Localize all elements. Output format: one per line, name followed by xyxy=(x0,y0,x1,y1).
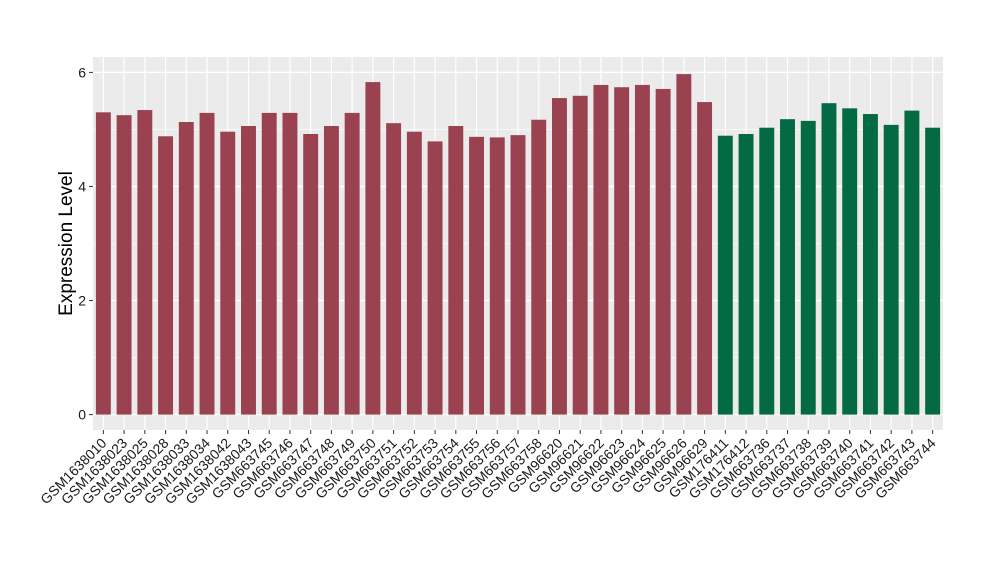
y-tick-label: 0 xyxy=(78,407,86,423)
y-tick-label: 6 xyxy=(78,64,86,80)
y-axis-title: Expression Level xyxy=(56,171,77,316)
bar-GSM96621 xyxy=(572,95,588,415)
bar-GSM663751 xyxy=(386,123,402,415)
y-axis: 0 2 4 6 xyxy=(78,64,93,423)
bar-GSM1638028 xyxy=(158,136,174,415)
bar-GSM96624 xyxy=(634,84,650,415)
bar-GSM663748 xyxy=(323,126,339,415)
y-tick-label: 4 xyxy=(78,178,86,194)
bar-GSM663740 xyxy=(842,108,858,415)
y-tick-label: 2 xyxy=(78,293,86,309)
bar-GSM663746 xyxy=(282,112,298,415)
bar-GSM1638042 xyxy=(220,131,236,415)
bar-GSM96623 xyxy=(614,87,630,415)
bar-GSM1638023 xyxy=(116,115,132,415)
bar-GSM663753 xyxy=(427,141,443,415)
bar-GSM663756 xyxy=(489,137,505,415)
bars xyxy=(95,74,941,415)
bar-GSM96626 xyxy=(676,74,692,415)
bar-GSM663752 xyxy=(406,131,422,415)
bar-GSM663744 xyxy=(925,127,941,415)
bar-GSM663747 xyxy=(303,133,319,415)
bar-GSM663750 xyxy=(365,82,381,415)
bar-GSM1638025 xyxy=(137,110,153,415)
bar-GSM1638010 xyxy=(95,112,111,415)
bar-GSM96629 xyxy=(697,102,713,415)
bar-GSM663757 xyxy=(510,135,526,415)
bar-GSM663741 xyxy=(862,114,878,415)
bar-GSM663738 xyxy=(800,120,816,415)
bar-GSM96620 xyxy=(552,98,567,415)
bar-GSM96622 xyxy=(593,84,609,415)
bar-GSM1638043 xyxy=(241,126,256,415)
bar-GSM663758 xyxy=(531,119,547,415)
bar-GSM663742 xyxy=(883,124,899,415)
bar-GSM663736 xyxy=(759,127,775,415)
bar-GSM96625 xyxy=(655,88,671,415)
bar-GSM663745 xyxy=(261,112,277,415)
bar-GSM663737 xyxy=(780,119,795,415)
bar-GSM663755 xyxy=(469,136,484,415)
bar-GSM176411 xyxy=(717,135,733,415)
bar-GSM176412 xyxy=(738,133,754,415)
bar-GSM1638034 xyxy=(199,112,215,415)
bar-GSM663749 xyxy=(344,112,360,415)
x-axis: GSM1638010GSM1638023GSM1638025GSM1638028… xyxy=(37,430,939,507)
bar-GSM663739 xyxy=(821,103,837,415)
bar-GSM1638033 xyxy=(178,122,194,415)
bar-GSM663754 xyxy=(448,126,464,415)
bar-GSM663743 xyxy=(904,110,920,415)
